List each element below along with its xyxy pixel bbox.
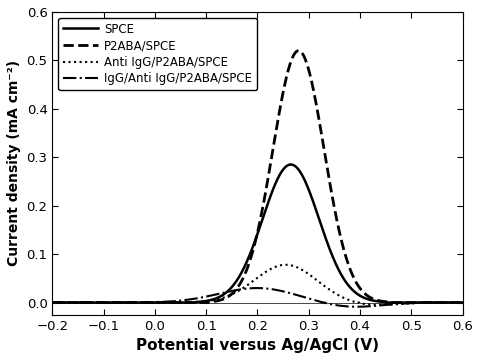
Legend: SPCE, P2ABA/SPCE, Anti IgG/P2ABA/SPCE, IgG/Anti IgG/P2ABA/SPCE: SPCE, P2ABA/SPCE, Anti IgG/P2ABA/SPCE, I… xyxy=(58,18,257,90)
SPCE xyxy=(96,300,102,305)
IgG/Anti IgG/P2ABA/SPCE xyxy=(49,300,55,305)
Anti IgG/P2ABA/SPCE xyxy=(452,300,458,305)
IgG/Anti IgG/P2ABA/SPCE xyxy=(408,301,413,305)
Line: SPCE: SPCE xyxy=(52,165,463,302)
SPCE xyxy=(288,162,294,167)
IgG/Anti IgG/P2ABA/SPCE xyxy=(207,294,213,298)
SPCE xyxy=(408,300,413,305)
P2ABA/SPCE xyxy=(207,300,213,304)
Anti IgG/P2ABA/SPCE xyxy=(96,300,102,305)
SPCE xyxy=(207,298,213,302)
P2ABA/SPCE xyxy=(120,300,126,305)
Anti IgG/P2ABA/SPCE xyxy=(207,298,213,303)
IgG/Anti IgG/P2ABA/SPCE xyxy=(225,290,230,294)
Anti IgG/P2ABA/SPCE xyxy=(376,303,382,307)
IgG/Anti IgG/P2ABA/SPCE xyxy=(254,286,260,290)
Anti IgG/P2ABA/SPCE xyxy=(49,300,55,305)
P2ABA/SPCE xyxy=(49,300,55,305)
Y-axis label: Current density (mA cm⁻²): Current density (mA cm⁻²) xyxy=(7,60,21,266)
SPCE xyxy=(460,300,466,305)
Line: IgG/Anti IgG/P2ABA/SPCE: IgG/Anti IgG/P2ABA/SPCE xyxy=(52,288,463,307)
SPCE xyxy=(120,300,126,305)
Anti IgG/P2ABA/SPCE xyxy=(460,300,466,305)
P2ABA/SPCE xyxy=(460,300,466,305)
Anti IgG/P2ABA/SPCE xyxy=(225,294,230,298)
SPCE xyxy=(49,300,55,305)
IgG/Anti IgG/P2ABA/SPCE xyxy=(354,305,360,309)
Anti IgG/P2ABA/SPCE xyxy=(408,301,413,306)
P2ABA/SPCE xyxy=(96,300,102,305)
SPCE xyxy=(452,300,457,305)
IgG/Anti IgG/P2ABA/SPCE xyxy=(96,300,102,305)
SPCE xyxy=(225,289,230,294)
P2ABA/SPCE xyxy=(452,300,457,305)
Line: Anti IgG/P2ABA/SPCE: Anti IgG/P2ABA/SPCE xyxy=(52,265,463,305)
IgG/Anti IgG/P2ABA/SPCE xyxy=(120,300,126,305)
X-axis label: Potential versus Ag/AgCl (V): Potential versus Ag/AgCl (V) xyxy=(136,338,379,353)
P2ABA/SPCE xyxy=(408,300,413,305)
Line: P2ABA/SPCE: P2ABA/SPCE xyxy=(52,51,463,302)
Anti IgG/P2ABA/SPCE xyxy=(120,300,126,305)
IgG/Anti IgG/P2ABA/SPCE xyxy=(460,300,466,305)
IgG/Anti IgG/P2ABA/SPCE xyxy=(452,300,458,305)
Anti IgG/P2ABA/SPCE xyxy=(283,262,288,267)
P2ABA/SPCE xyxy=(225,295,230,299)
P2ABA/SPCE xyxy=(296,49,301,53)
